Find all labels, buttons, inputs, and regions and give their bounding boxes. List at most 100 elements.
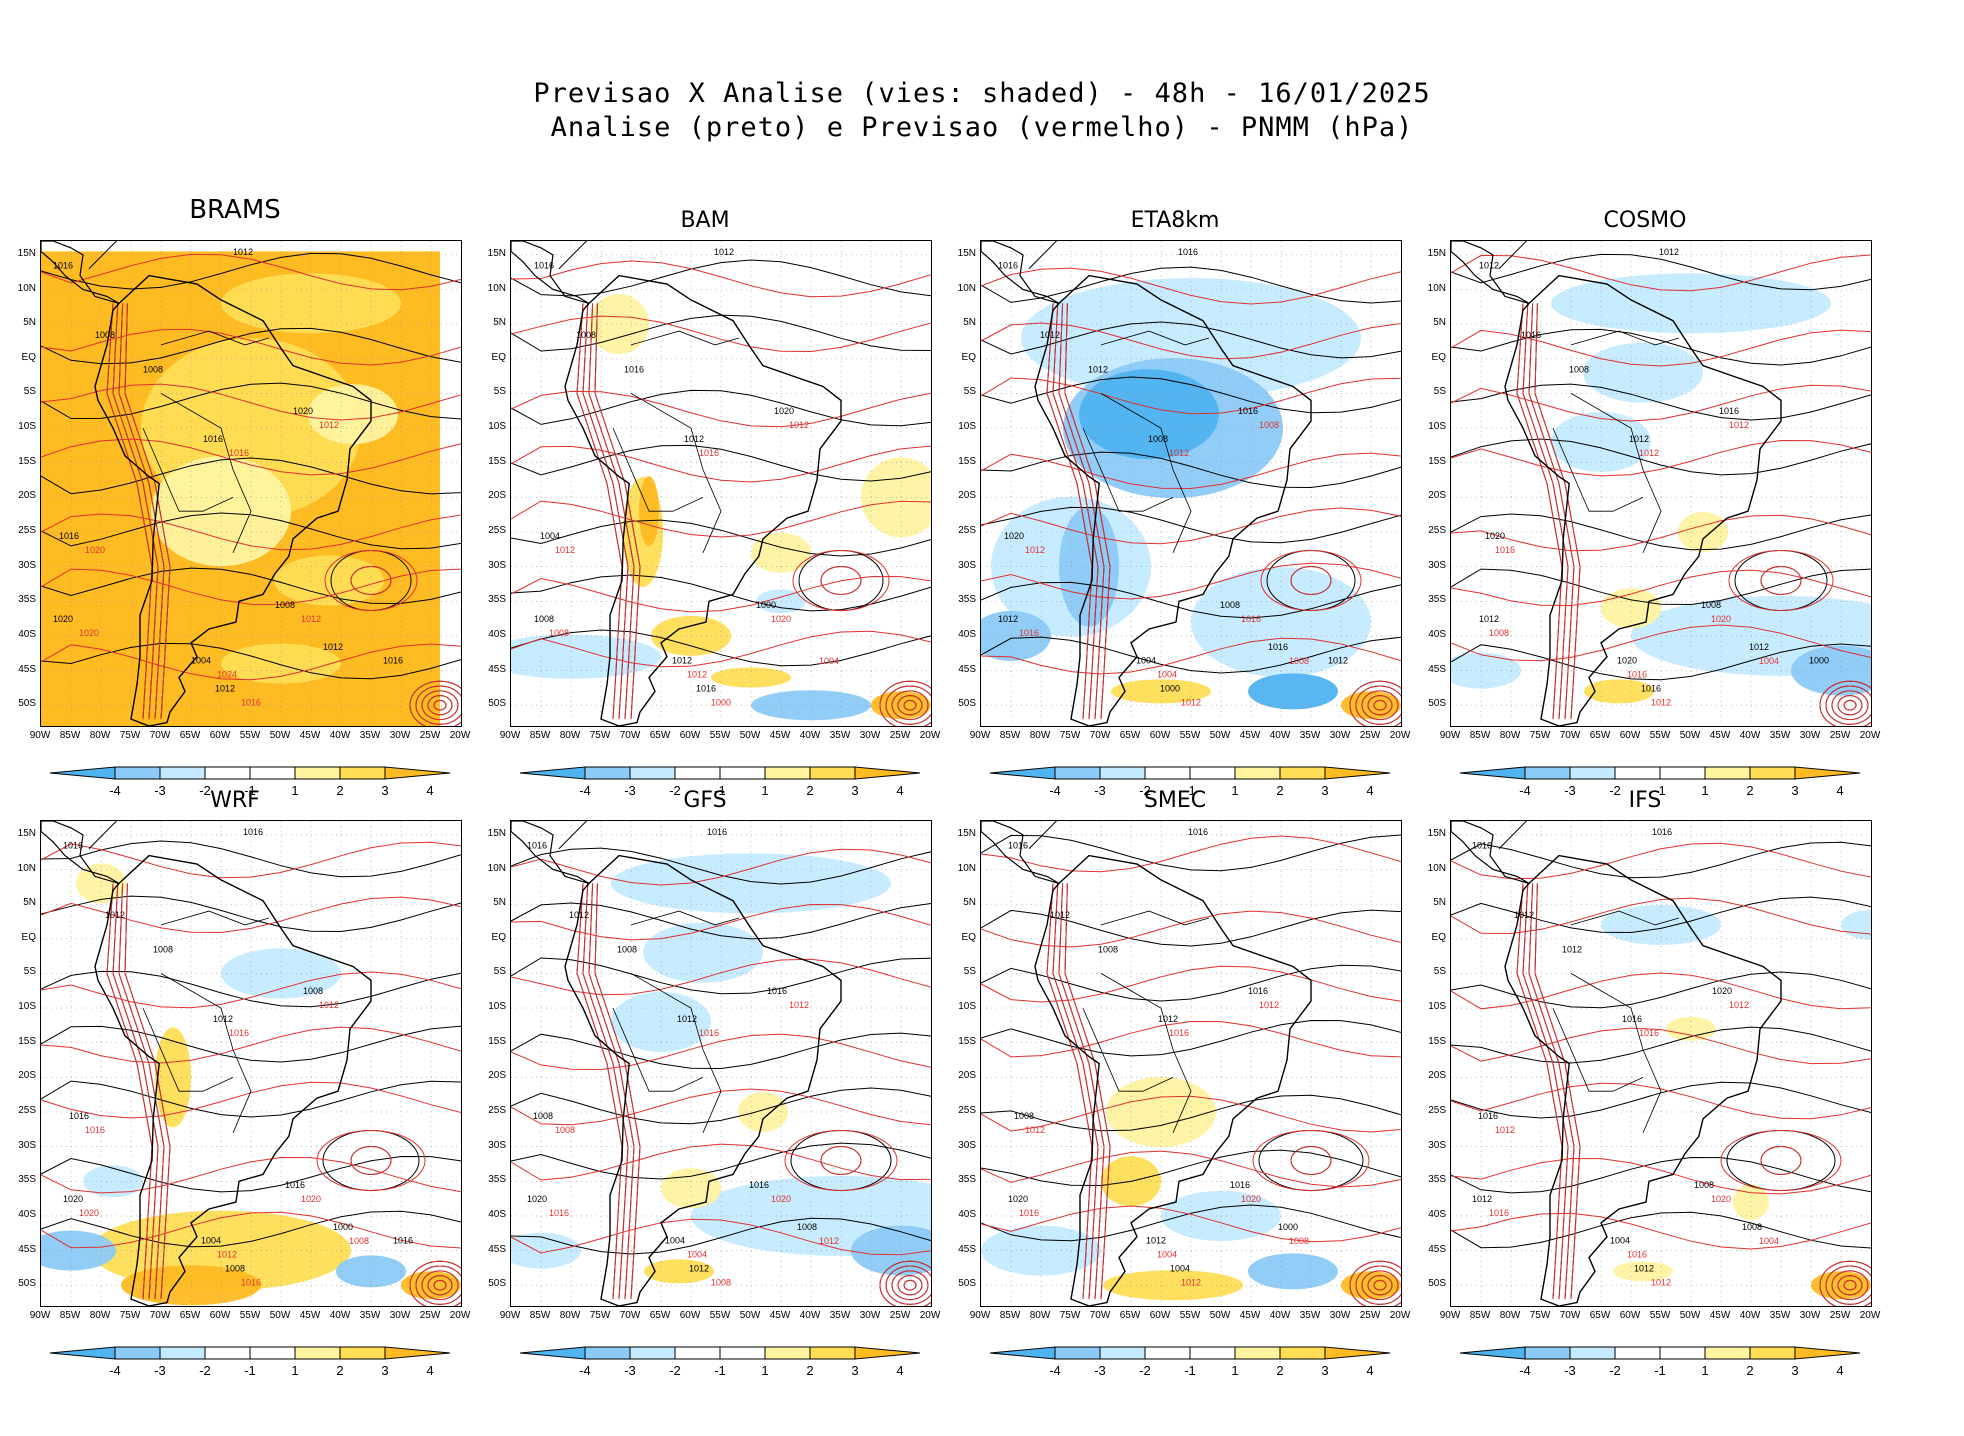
analysis-isobar-label: 1008 — [153, 945, 173, 955]
latitude-tick-label: 45S — [958, 1243, 976, 1255]
map-plot-area: 1016 1016 1012 1012 1016 1020 1016 1012 1008 1004… — [1450, 820, 1872, 1307]
forecast-isobar-label: 1008 — [549, 628, 569, 638]
colorbar-tick-label: -1 — [1184, 783, 1196, 798]
grid-lines — [1451, 821, 1871, 1306]
grid-lines — [41, 241, 461, 726]
analysis-isobar-label: 1008 — [797, 1222, 817, 1232]
latitude-tick-label: 45S — [958, 663, 976, 675]
latitude-tick-label: 10N — [1427, 862, 1446, 874]
latitude-tick-label: 25S — [18, 525, 36, 536]
panel-title: BRAMS — [189, 195, 281, 225]
latitude-tick-label: 5N — [1433, 317, 1446, 329]
analysis-isobar-label: 1016 — [203, 434, 223, 444]
forecast-isobar-label: 1012 — [789, 1000, 809, 1010]
map-panel-smec: SMEC 15N 10N 5N EQ 5S 10S 15S 20S 25S 30S 35S 40S 45S… — [940, 770, 1411, 1378]
longitude-tick-label: 45W — [1239, 1310, 1261, 1321]
longitude-tick-label: 25W — [419, 1310, 441, 1321]
analysis-isobar-label: 1012 — [1634, 1263, 1654, 1273]
colorbar-tick-label: 1 — [761, 783, 769, 798]
bias-shading — [981, 278, 1401, 720]
analysis-isobar-label: 1016 — [1230, 1180, 1250, 1190]
analysis-isobar-label: 1020 — [1008, 1194, 1028, 1204]
longitude-tick-label: 45W — [1709, 730, 1731, 741]
analysis-isobar-label: 1012 — [1659, 247, 1679, 257]
analysis-isobar-label: 1016 — [696, 683, 716, 693]
forecast-contours — [511, 260, 931, 726]
analysis-isobar-label: 1012 — [1146, 1236, 1166, 1246]
analysis-isobar-label: 1012 — [1562, 945, 1582, 955]
colorbar-tick-label: -1 — [1654, 783, 1666, 798]
analysis-isobar-label: 1020 — [1617, 656, 1637, 666]
longitude-tick-label: 70W — [1089, 730, 1111, 741]
grid-lines — [981, 241, 1401, 726]
latitude-tick-label: 15S — [488, 1035, 506, 1047]
latitude-tick-label: 35S — [488, 1174, 506, 1186]
longitude-tick-label: 55W — [1179, 730, 1201, 741]
coastline — [981, 241, 1312, 726]
analysis-isobar-label: 1012 — [569, 910, 589, 920]
longitude-tick-label: 90W — [29, 730, 51, 741]
colorbar-tick-label: -1 — [1654, 1363, 1666, 1378]
longitude-tick-label: 45W — [299, 1310, 321, 1321]
latitude-tick-label: 35S — [958, 1174, 976, 1186]
forecast-isobar-label: 1012 — [1639, 448, 1659, 458]
forecast-isobar-label: 1020 — [301, 1194, 321, 1204]
analysis-isobar-label: 1004 — [1136, 656, 1156, 666]
longitude-tick-label: 40W — [799, 730, 821, 741]
analysis-isobar-label: 1016 — [1472, 841, 1492, 851]
analysis-isobar-label: 1008 — [1014, 1111, 1034, 1121]
latitude-tick-label: EQ — [1431, 931, 1446, 943]
latitude-tick-label: 15N — [1427, 247, 1446, 259]
analysis-isobar-label: 1008 — [143, 365, 163, 375]
longitude-tick-label: 50W — [1679, 1310, 1701, 1321]
forecast-isobar-label: 1008 — [555, 1125, 575, 1135]
analysis-isobar-label: 1012 — [1479, 614, 1499, 624]
latitude-tick-label: 20S — [958, 490, 976, 502]
latitude-tick-label: 5S — [493, 386, 506, 398]
latitude-tick-label: 30S — [488, 1139, 506, 1151]
map-panel-cosmo: COSMO 15N 10N 5N EQ 5S 10S 15S 20S 25S 30S 35S 40S 45… — [1410, 190, 1881, 798]
longitude-tick-label: 85W — [999, 1310, 1021, 1321]
longitude-tick-label: 40W — [1269, 730, 1291, 741]
forecast-isobar-label: 1016 — [1627, 670, 1647, 680]
longitude-tick-label: 35W — [829, 730, 851, 741]
colorbar-tick-label: -3 — [1564, 1363, 1576, 1378]
latitude-tick-label: 40S — [958, 1208, 976, 1220]
longitude-tick-label: 35W — [829, 1310, 851, 1321]
longitude-tick-label: 40W — [799, 1310, 821, 1321]
forecast-isobar-label: 1016 — [1489, 1208, 1509, 1218]
panel-title: IFS — [1628, 788, 1662, 813]
contour-labels: 1016 1016 1012 1012 1016 1020 1016 1012 1008 1004… — [1472, 827, 1779, 1288]
colorbar: -4 -3 -2 -1 1 2 3 4 — [1459, 1345, 1861, 1385]
longitude-tick-label: 25W — [419, 730, 441, 741]
analysis-isobar-label: 1016 — [69, 1111, 89, 1121]
longitude-tick-label: 75W — [1059, 730, 1081, 741]
colorbar-tick-label: -2 — [1609, 783, 1621, 798]
map-canvas: 1016 1016 1012 1012 1016 1020 1016 1012 1008 1004… — [1451, 821, 1871, 1306]
latitude-tick-label: 50S — [18, 1278, 36, 1290]
analysis-isobar-label: 1008 — [534, 614, 554, 624]
latitude-tick-label: 20S — [488, 1070, 506, 1082]
panel-title: GFS — [683, 788, 727, 813]
longitude-tick-label: 25W — [1359, 730, 1381, 741]
analysis-isobar-label: 1012 — [689, 1263, 709, 1273]
colorbar-tick-label: 3 — [381, 783, 389, 798]
analysis-isobar-label: 1016 — [1622, 1014, 1642, 1024]
forecast-isobar-label: 1008 — [711, 1277, 731, 1287]
forecast-isobar-label: 1016 — [1639, 1028, 1659, 1038]
forecast-isobar-label: 1000 — [711, 697, 731, 707]
longitude-tick-label: 65W — [1119, 1310, 1141, 1321]
latitude-tick-label: 15N — [1427, 827, 1446, 839]
analysis-isobar-label: 1016 — [1652, 827, 1672, 837]
latitude-tick-label: 40S — [1428, 628, 1446, 640]
forecast-isobar-label: 1016 — [1019, 1208, 1039, 1218]
latitude-tick-label: 45S — [1428, 1243, 1446, 1255]
analysis-isobar-label: 1000 — [1278, 1222, 1298, 1232]
latitude-tick-label: 30S — [1428, 559, 1446, 571]
analysis-isobar-label: 1008 — [1742, 1222, 1762, 1232]
latitude-tick-label: 30S — [18, 1139, 36, 1151]
map-plot-area: 1016 1012 1008 1016 1012 1020 1004 1008 1000 1012… — [510, 240, 932, 727]
forecast-isobar-label: 1016 — [241, 1277, 261, 1287]
latitude-tick-label: 40S — [18, 1208, 36, 1220]
latitude-tick-label: 15S — [958, 1035, 976, 1047]
